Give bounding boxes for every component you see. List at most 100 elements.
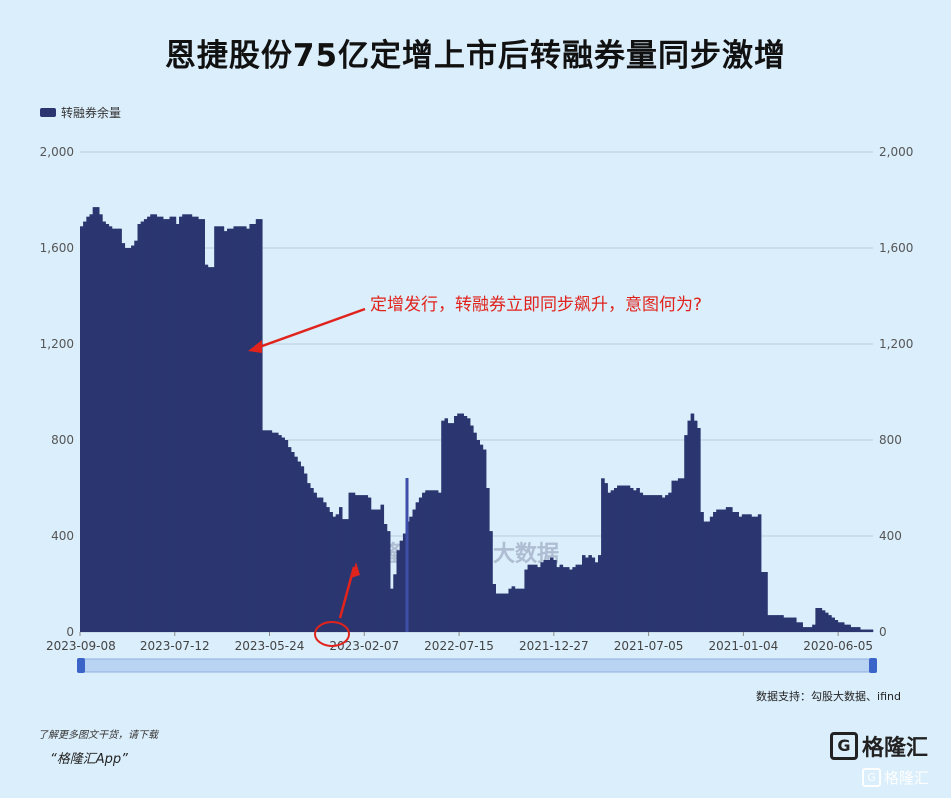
series-bar	[802, 627, 807, 632]
series-bar	[761, 572, 765, 632]
series-bar	[741, 514, 746, 632]
series-bar	[342, 519, 346, 632]
series-bar	[243, 226, 247, 632]
series-bar	[466, 418, 471, 632]
series-bar	[773, 615, 778, 632]
series-bar	[204, 264, 209, 632]
series-bar	[425, 490, 429, 632]
series-bar	[546, 560, 551, 632]
series-bar	[809, 627, 813, 632]
series-bar	[227, 228, 231, 633]
series-bar	[473, 432, 477, 632]
series-bar	[265, 430, 269, 632]
x-tick-label: 2022-07-15	[424, 639, 494, 653]
series-bar	[623, 485, 628, 632]
series-bar	[252, 224, 257, 632]
series-bar	[495, 593, 500, 632]
series-bar	[799, 622, 803, 632]
series-bar	[191, 216, 196, 633]
series-bar	[697, 428, 701, 632]
chart-title: 恩捷股份75亿定增上市后转融券量同步激增	[164, 38, 787, 74]
legend[interactable]: 转融券余量	[40, 104, 121, 121]
series-bar	[572, 567, 576, 632]
series-bar	[665, 495, 669, 632]
series-bar	[783, 617, 787, 632]
series-bar	[217, 226, 221, 632]
series-bar	[156, 216, 161, 633]
series-bar	[434, 490, 439, 632]
corner-watermark: G 格隆汇	[862, 767, 929, 788]
series-bar	[658, 495, 663, 632]
series-bar	[690, 413, 695, 632]
series-bar	[438, 492, 442, 632]
series-bar	[821, 610, 826, 632]
footer-app-name: “格隆汇App”	[50, 752, 128, 767]
series-bar	[745, 514, 749, 632]
series-bar	[607, 492, 612, 632]
series-bar	[418, 497, 423, 632]
series-bar	[585, 557, 589, 632]
legend-label: 转融券余量	[61, 106, 122, 120]
series-bar	[179, 216, 183, 633]
series-bar	[735, 512, 739, 632]
series-bar	[588, 555, 592, 632]
series-bar	[562, 567, 567, 632]
series-bar	[645, 495, 650, 632]
series-bar	[636, 488, 640, 632]
y-tick-label-right: 1,200	[879, 337, 913, 351]
series-bar	[83, 221, 87, 632]
series-bar	[137, 224, 142, 632]
series-bar	[604, 483, 608, 632]
series-bar	[303, 473, 308, 632]
series-bar	[639, 492, 644, 632]
series-bar	[492, 584, 496, 632]
slider-handle-right	[869, 658, 877, 673]
series-bar	[815, 608, 819, 632]
series-bar	[86, 216, 90, 633]
series-bar	[521, 588, 525, 632]
y-tick-label-left: 2,000	[40, 145, 74, 159]
series-bar	[111, 228, 116, 633]
annotation-arrows	[248, 307, 366, 647]
series-bar	[550, 557, 554, 632]
series-bar	[540, 562, 544, 632]
y-tick-label-left: 400	[51, 529, 74, 543]
series-bar	[661, 497, 666, 632]
series-bar	[172, 216, 177, 633]
series-bar	[825, 612, 829, 632]
x-tick-label: 2021-12-27	[519, 639, 589, 653]
series-bar	[713, 512, 717, 632]
series-bar	[866, 629, 871, 632]
series-bar	[185, 214, 190, 632]
x-axis-labels: 2023-09-08 2023-07-12 2023-05-24 2023-02-07…	[46, 632, 873, 653]
series-bar	[671, 480, 676, 632]
series-bar	[140, 221, 145, 632]
series-bar	[524, 569, 528, 632]
series-bar	[188, 214, 193, 632]
series-bar	[134, 240, 138, 633]
series-bar	[502, 593, 506, 632]
series-bar	[626, 485, 631, 632]
series-bar	[837, 622, 842, 632]
series-bar	[246, 228, 250, 633]
series-bar	[102, 221, 106, 632]
series-bar	[422, 492, 426, 632]
series-bar	[153, 214, 158, 632]
series-bar	[479, 444, 484, 632]
zoom-slider[interactable]	[77, 658, 877, 673]
series-bar	[601, 478, 605, 632]
series-bar	[454, 416, 458, 632]
series-bar	[534, 564, 538, 632]
series-bar	[716, 509, 720, 632]
series-bar	[300, 466, 305, 632]
corner-watermark-icon: G	[862, 768, 881, 787]
series-bar	[236, 226, 241, 632]
x-tick-label: 2020-06-05	[803, 639, 873, 653]
x-tick-label: 2023-05-24	[235, 639, 305, 653]
series-bar	[559, 564, 564, 632]
series-bar	[617, 485, 621, 632]
series-bar	[99, 214, 103, 632]
series-bar	[844, 624, 848, 632]
series-bar	[364, 495, 369, 632]
series-bar	[457, 413, 461, 632]
